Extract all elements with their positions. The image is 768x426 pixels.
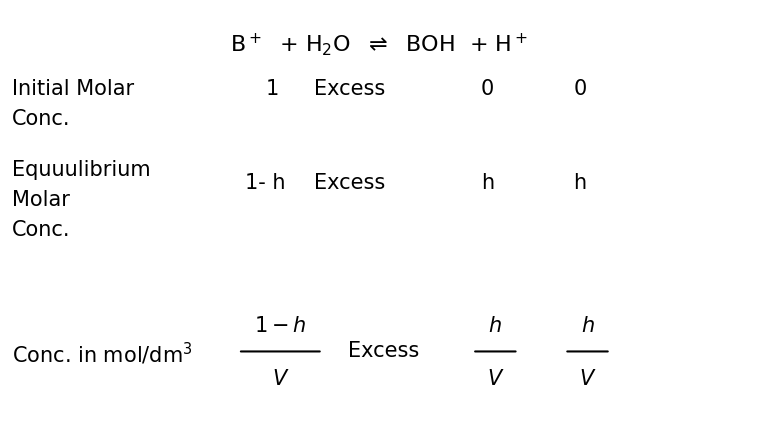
Text: Equuulibrium: Equuulibrium	[12, 161, 151, 180]
Text: 0: 0	[573, 80, 587, 99]
Text: 1: 1	[266, 80, 280, 99]
Text: Initial Molar: Initial Molar	[12, 80, 134, 99]
Text: Conc. in mol/dm$^3$: Conc. in mol/dm$^3$	[12, 340, 192, 367]
Text: Conc.: Conc.	[12, 220, 70, 240]
Text: $\mathit{V}$: $\mathit{V}$	[272, 369, 289, 389]
Text: 1- h: 1- h	[245, 173, 285, 193]
Text: B$^+$  + H$_2$O  $\rightleftharpoons$  BOH  + H$^+$: B$^+$ + H$_2$O $\rightleftharpoons$ BOH …	[230, 31, 528, 58]
Text: $\mathit{V}$: $\mathit{V}$	[579, 369, 596, 389]
Text: $\mathit{h}$: $\mathit{h}$	[581, 316, 594, 336]
Text: $\mathit{h}$: $\mathit{h}$	[488, 316, 502, 336]
Text: 0: 0	[481, 80, 495, 99]
Text: $\mathit{V}$: $\mathit{V}$	[487, 369, 504, 389]
Text: Excess: Excess	[314, 80, 385, 99]
Text: Molar: Molar	[12, 190, 69, 210]
Text: Excess: Excess	[349, 342, 419, 361]
Text: h: h	[481, 173, 495, 193]
Text: h: h	[573, 173, 587, 193]
Text: $1 - \mathit{h}$: $1 - \mathit{h}$	[254, 316, 306, 336]
Text: Excess: Excess	[314, 173, 385, 193]
Text: Conc.: Conc.	[12, 109, 70, 129]
